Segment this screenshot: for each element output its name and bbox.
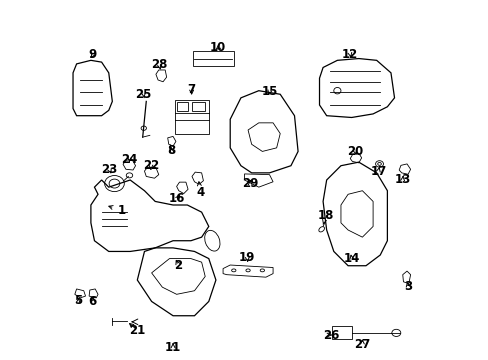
Text: 6: 6 xyxy=(88,295,97,308)
Text: 10: 10 xyxy=(209,41,226,54)
Text: 24: 24 xyxy=(121,153,138,166)
Text: 18: 18 xyxy=(317,208,333,224)
Text: 22: 22 xyxy=(142,159,159,172)
Text: 25: 25 xyxy=(135,89,152,102)
Text: 19: 19 xyxy=(239,251,255,264)
Text: 12: 12 xyxy=(342,48,358,61)
Text: 16: 16 xyxy=(169,192,185,205)
Text: 2: 2 xyxy=(174,259,182,272)
Text: 21: 21 xyxy=(129,324,145,337)
Text: 28: 28 xyxy=(151,58,167,72)
Text: 23: 23 xyxy=(101,163,117,176)
Text: 9: 9 xyxy=(88,49,97,62)
Text: 29: 29 xyxy=(242,177,258,190)
Text: 5: 5 xyxy=(74,294,82,307)
Text: 11: 11 xyxy=(164,341,181,354)
Text: 26: 26 xyxy=(322,329,339,342)
Text: 8: 8 xyxy=(167,144,175,157)
Text: 27: 27 xyxy=(353,338,370,351)
Text: 13: 13 xyxy=(394,173,410,186)
Text: 4: 4 xyxy=(196,182,204,199)
Text: 1: 1 xyxy=(109,204,125,217)
Text: 15: 15 xyxy=(261,85,277,98)
Text: 14: 14 xyxy=(343,252,359,265)
Text: 3: 3 xyxy=(403,280,411,293)
Text: 7: 7 xyxy=(187,84,195,96)
Text: 20: 20 xyxy=(346,145,363,158)
Text: 17: 17 xyxy=(369,165,386,177)
